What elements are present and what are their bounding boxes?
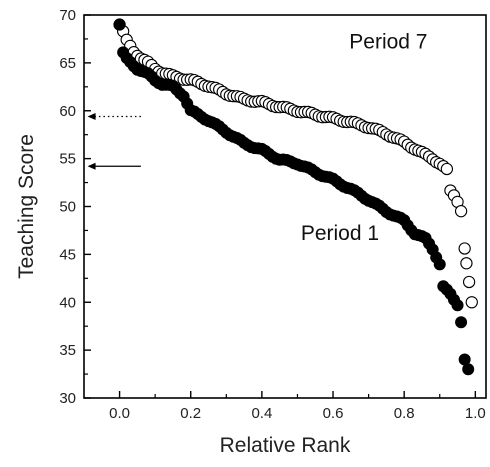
y-tick-label: 55 — [59, 151, 76, 168]
y-tick-label: 70 — [59, 7, 76, 24]
data-point — [460, 257, 473, 270]
y-axis-title: Teaching Score — [15, 134, 38, 279]
y-tick-label: 65 — [59, 55, 76, 72]
x-tick-label: 1.0 — [465, 405, 486, 422]
annotation-period-7: Period 7 — [349, 31, 427, 54]
data-point — [113, 18, 126, 31]
data-point — [451, 299, 464, 312]
x-axis-title: Relative Rank — [220, 434, 351, 457]
y-tick-label: 50 — [59, 199, 76, 216]
annotation-period-1: Period 1 — [301, 222, 379, 245]
y-tick-label: 40 — [59, 294, 76, 311]
data-point — [454, 205, 468, 218]
x-axis-ticks: 0.0 0.2 0.4 0.6 0.8 1.0 — [109, 391, 486, 422]
data-point — [458, 242, 471, 255]
reference-arrows — [87, 112, 141, 170]
data-point — [440, 162, 454, 176]
y-axis-ticks: 30 35 40 45 50 55 60 65 70 — [59, 7, 91, 407]
series-period-7 — [113, 18, 478, 309]
y-tick-label: 45 — [59, 246, 76, 263]
arrow-head — [87, 112, 96, 120]
data-point — [455, 316, 468, 329]
x-tick-label: 0.0 — [109, 405, 130, 422]
series-period-1 — [113, 18, 475, 376]
data-point — [465, 296, 478, 309]
y-tick-label: 30 — [59, 390, 76, 407]
y-tick-label: 60 — [59, 103, 76, 120]
data-point — [462, 363, 475, 376]
x-tick-label: 0.8 — [394, 405, 415, 422]
data-point — [462, 275, 476, 289]
x-tick-label: 0.4 — [251, 405, 272, 422]
y-tick-label: 35 — [59, 342, 76, 359]
x-tick-label: 0.6 — [323, 405, 344, 422]
x-tick-label: 0.2 — [180, 405, 201, 422]
arrow-head — [87, 162, 96, 170]
data-point — [433, 258, 446, 271]
